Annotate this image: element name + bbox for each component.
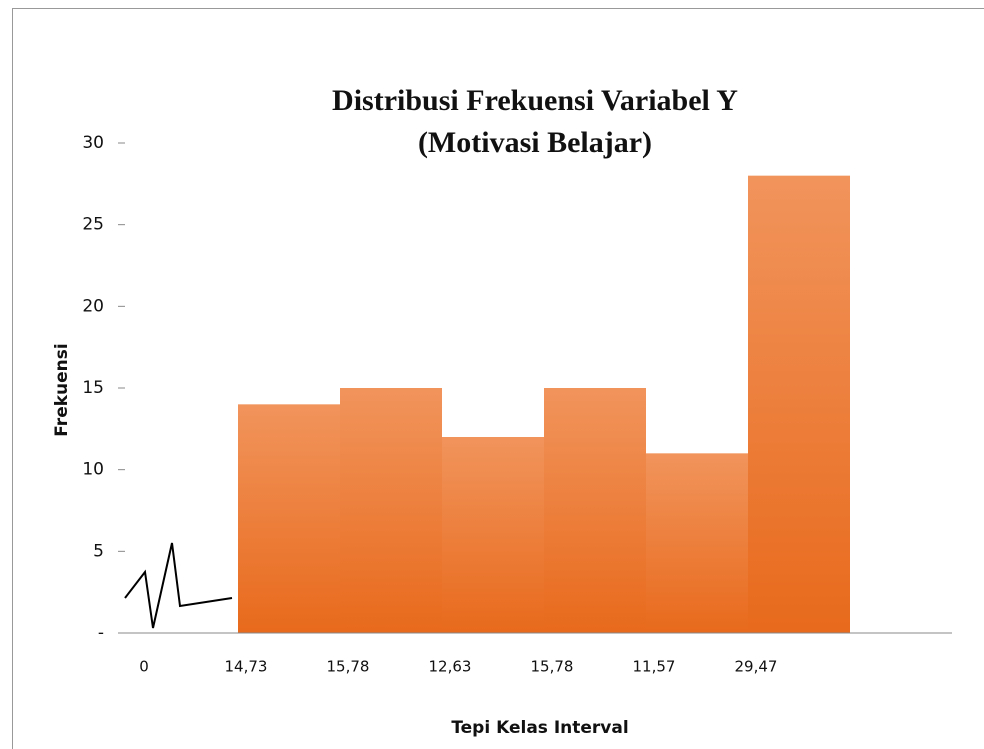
x-axis-label: Tepi Kelas Interval — [451, 718, 628, 738]
x-tick-label: 15,78 — [327, 658, 370, 676]
x-tick-label: 11,57 — [633, 658, 676, 676]
axis-break — [124, 542, 233, 629]
y-tick-label: 10 — [82, 460, 104, 480]
bar — [748, 175, 850, 633]
x-tick-label: 12,63 — [429, 658, 472, 676]
y-tick-label: - — [98, 623, 104, 643]
x-tick-label: 0 — [139, 658, 149, 676]
chart-title: (Motivasi Belajar) — [418, 126, 652, 159]
y-tick-label: 15 — [82, 378, 104, 398]
bar — [442, 437, 544, 633]
x-tick-label: 15,78 — [531, 658, 574, 676]
bar — [646, 453, 748, 633]
x-tick-label: 29,47 — [735, 658, 778, 676]
chart-title: Distribusi Frekuensi Variabel Y — [332, 84, 738, 117]
y-axis-label: Frekuensi — [52, 343, 72, 436]
chart-frame — [12, 8, 984, 749]
bar — [544, 388, 646, 633]
y-tick-label: 30 — [82, 133, 104, 153]
y-tick-label: 25 — [82, 215, 104, 235]
x-tick-label: 14,73 — [225, 658, 268, 676]
y-tick-label: 5 — [93, 541, 104, 561]
bar — [238, 404, 340, 633]
y-tick-label: 20 — [82, 296, 104, 316]
bar — [340, 388, 442, 633]
